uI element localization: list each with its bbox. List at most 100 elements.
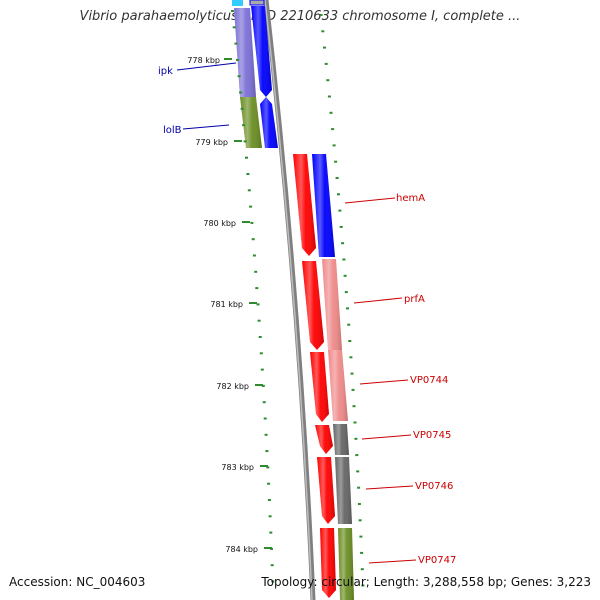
minor-tick-inner <box>267 482 271 485</box>
minor-tick-inner <box>242 124 246 127</box>
minor-tick-outer <box>349 356 353 359</box>
minor-tick-inner <box>259 352 263 355</box>
minor-tick-inner <box>268 515 272 518</box>
minor-tick-inner <box>252 254 256 257</box>
minor-tick-inner <box>250 221 254 224</box>
minor-tick-outer <box>353 421 357 424</box>
minor-tick-outer <box>361 584 365 587</box>
minor-tick-inner <box>263 417 267 420</box>
minor-tick-outer <box>344 291 348 294</box>
minor-tick-inner <box>245 156 248 159</box>
minor-tick-outer <box>337 193 340 196</box>
minor-tick-outer <box>358 519 362 522</box>
minor-tick-inner <box>239 91 243 94</box>
minor-tick-inner <box>262 401 266 404</box>
minor-tick-outer <box>355 454 359 457</box>
top-feature-right <box>249 0 265 6</box>
minor-tick-outer <box>350 372 354 375</box>
minor-tick-outer <box>332 144 336 147</box>
genome-stats-label: Topology: circular; Length: 3,288,558 bp… <box>261 575 591 589</box>
minor-tick-outer <box>341 242 345 245</box>
cog-bands-right-shine <box>322 259 354 600</box>
leader-ipk <box>176 62 237 71</box>
gene-lolB-shine <box>260 97 278 148</box>
minor-tick-inner <box>266 466 270 469</box>
leader-VP0746 <box>365 485 414 490</box>
minor-tick-outer <box>339 225 343 228</box>
gene-label-VP0744[interactable]: VP0744 <box>410 375 448 386</box>
tick-label-782: 782 kbp <box>216 382 249 391</box>
gene-label-VP0747[interactable]: VP0747 <box>418 555 456 566</box>
gene-ipk-shine <box>251 6 272 97</box>
minor-tick-outer <box>357 503 361 505</box>
leader-hemA <box>344 197 396 204</box>
minor-tick-inner <box>243 140 247 143</box>
chromosome-backbone <box>263 0 316 600</box>
accession-label: Accession: NC_004603 <box>9 575 146 589</box>
minor-tick-outer <box>359 535 363 538</box>
map-title: Vibrio parahaemolyticus RIMD 2210633 chr… <box>79 9 521 24</box>
minor-tick-outer <box>360 568 364 571</box>
minor-tick-outer <box>357 486 361 489</box>
minor-tick-outer <box>331 128 335 131</box>
minor-tick-inner <box>265 450 269 453</box>
gene-label-prfA[interactable]: prfA <box>404 294 425 305</box>
minor-tick-inner <box>246 173 250 175</box>
minor-tick-inner <box>269 531 273 534</box>
minor-tick-inner <box>271 580 275 583</box>
leader-VP0744 <box>359 379 409 385</box>
minor-tick-inner <box>255 287 259 290</box>
minor-tick-outer <box>356 470 360 473</box>
minor-tick-outer <box>342 258 346 261</box>
gene-label-VP0746[interactable]: VP0746 <box>415 481 453 492</box>
minor-tick-inner <box>260 368 264 371</box>
minor-tick-inner <box>249 205 253 208</box>
minor-tick-outer <box>346 307 349 310</box>
tick-label-783: 783 kbp <box>221 463 254 472</box>
leader-prfA <box>353 297 403 304</box>
gene-label-VP0745[interactable]: VP0745 <box>413 430 451 441</box>
tick-label-778: 778 kbp <box>187 56 220 65</box>
minor-tick-inner <box>264 433 268 436</box>
cog-band-ipk-shine <box>234 8 256 97</box>
minor-tick-inner <box>261 384 265 387</box>
minor-tick-outer <box>321 30 325 33</box>
chromosome-backbone-highlight <box>264 0 313 600</box>
minor-tick-inner <box>231 10 234 12</box>
cog-band-lolB-shine <box>240 97 262 148</box>
tick-marks-outer <box>319 14 365 587</box>
minor-tick-outer <box>335 177 339 179</box>
minor-tick-outer <box>360 551 364 554</box>
minor-tick-outer <box>354 437 358 440</box>
reverse-genes-shine <box>293 154 336 598</box>
minor-tick-outer <box>347 323 351 326</box>
minor-tick-outer <box>319 14 323 16</box>
leader-lolB <box>182 124 230 130</box>
leader-VP0745 <box>361 434 412 440</box>
minor-tick-inner <box>236 58 239 61</box>
minor-tick-inner <box>258 336 262 338</box>
minor-tick-inner <box>237 75 241 78</box>
minor-tick-outer <box>334 160 338 163</box>
tick-label-779: 779 kbp <box>195 138 228 147</box>
gene-label-ipk[interactable]: ipk <box>158 66 173 77</box>
minor-tick-inner <box>257 319 261 322</box>
minor-tick-outer <box>326 79 330 82</box>
minor-tick-inner <box>270 564 274 567</box>
gene-label-hemA[interactable]: hemA <box>396 193 425 204</box>
tick-label-784: 784 kbp <box>225 545 258 554</box>
minor-tick-inner <box>267 499 271 501</box>
minor-tick-outer <box>324 62 328 65</box>
minor-tick-inner <box>247 189 251 192</box>
minor-tick-inner <box>256 303 260 306</box>
gene-hemA-shine <box>312 154 335 257</box>
minor-tick-inner <box>240 107 244 110</box>
minor-tick-inner <box>254 270 258 273</box>
minor-tick-inner <box>232 26 236 29</box>
minor-tick-outer <box>343 274 347 277</box>
minor-tick-outer <box>352 405 356 408</box>
gene-label-lolB[interactable]: lolB <box>163 125 182 136</box>
minor-tick-outer <box>351 388 355 391</box>
minor-tick-inner <box>251 238 255 241</box>
